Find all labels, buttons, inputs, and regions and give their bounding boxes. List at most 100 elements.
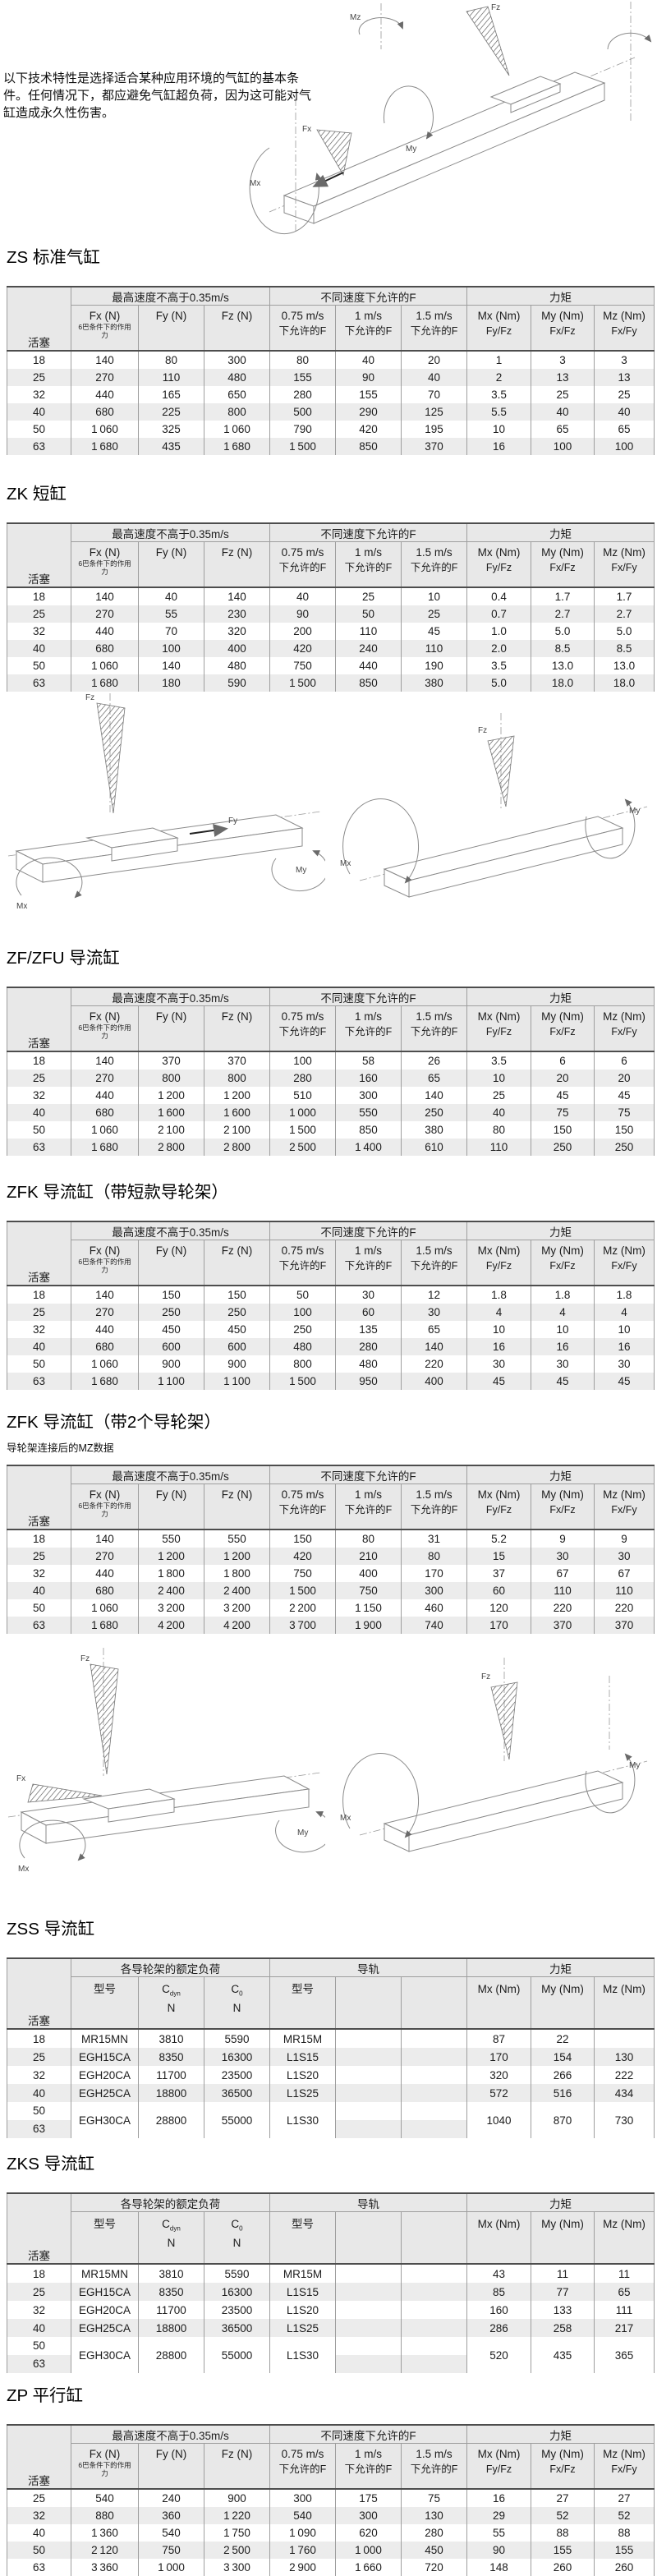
value-cell: 380: [400, 674, 467, 692]
value-cell: 43: [466, 2264, 531, 2283]
col-header-speed-075: 0.75 m/s 下允许的F: [269, 2443, 336, 2490]
value-cell: 220: [531, 1599, 595, 1617]
col-header-mx: Mx (Nm): [466, 1976, 531, 2030]
value-cell: 370: [204, 1051, 270, 1070]
col-header-fy: Fy (N): [138, 541, 204, 588]
value-cell: 5.0: [531, 623, 595, 640]
value-cell: 100: [531, 438, 595, 455]
col-header-mx: Mx (Nm) Fy/Fz: [466, 305, 531, 352]
value-cell: 11: [531, 2264, 595, 2283]
value-cell: 58: [335, 1051, 402, 1070]
piston-size-cell: 63: [7, 1373, 71, 1390]
col-header-my: My (Nm) Fx/Fz: [531, 1484, 595, 1530]
value-cell: 75: [531, 1104, 595, 1121]
value-cell: 150: [269, 1530, 336, 1548]
value-cell: 165: [138, 386, 204, 403]
value-cell: 1 680: [204, 438, 270, 455]
value-cell: 750: [138, 2542, 204, 2559]
value-cell: 520: [466, 2337, 531, 2373]
value-cell: 2.7: [531, 605, 595, 623]
value-cell: 3810: [138, 2264, 204, 2283]
section-zs: ZS 标准气缸 活塞 最高速度不高于0.35m/s 不同速度下允许的F 力矩 F…: [7, 243, 655, 455]
value-cell: 2: [466, 369, 531, 386]
value-cell: 140: [71, 587, 139, 605]
value-cell: 155: [269, 369, 336, 386]
force-spec-table: 活塞 最高速度不高于0.35m/s 不同速度下允许的F 力矩 Fx (N) 6巴…: [7, 1465, 655, 1634]
value-cell: 30: [466, 1355, 531, 1373]
mx-label: Mx: [340, 859, 351, 868]
col-header-my: My (Nm) Fx/Fz: [531, 541, 595, 588]
col-header-fx: Fx (N) 6巴条件下的作用力: [71, 1005, 139, 1052]
value-cell: 2.7: [594, 605, 655, 623]
piston-size-cell: 63: [7, 1617, 71, 1634]
value-cell: 680: [71, 640, 139, 657]
value-cell: 680: [71, 1104, 139, 1121]
section-note: 导轮架连接后的MZ数据: [7, 1442, 114, 1454]
value-cell: 110: [400, 640, 467, 657]
piston-size-cell: 40: [7, 2319, 71, 2337]
value-cell: 222: [594, 2066, 655, 2084]
value-cell: 30: [531, 1355, 595, 1373]
value-cell: [401, 2337, 467, 2373]
fz-label: Fz: [481, 1672, 490, 1681]
piston-size-cell: 32: [7, 1321, 71, 1338]
value-cell: 10: [594, 1321, 655, 1338]
group-header-allowed-f: 不同速度下允许的F: [269, 2425, 467, 2444]
value-cell: 20: [594, 1070, 655, 1087]
value-cell: 480: [335, 1355, 402, 1373]
value-cell: 480: [269, 1338, 336, 1355]
value-cell: L1S15: [269, 2048, 336, 2066]
value-cell: 680: [71, 403, 139, 421]
value-cell: MR15M: [269, 2264, 336, 2283]
value-cell: 11700: [138, 2301, 204, 2319]
col-header-mz: Mz (Nm) Fx/Fy: [594, 305, 655, 352]
value-cell: 2 200: [269, 1599, 336, 1617]
col-header-fx: Fx (N) 6巴条件下的作用力: [71, 1240, 139, 1286]
value-cell: 8.5: [531, 640, 595, 657]
mz-label: Mz: [350, 13, 361, 22]
value-cell: 55000: [203, 2337, 270, 2373]
value-cell: [335, 2283, 402, 2301]
force-spec-table: 活塞 最高速度不高于0.35m/s 不同速度下允许的F 力矩 Fx (N) 6巴…: [7, 2424, 655, 2576]
value-cell: 13: [594, 369, 655, 386]
value-cell: 1 090: [269, 2524, 336, 2542]
value-cell: 5.0: [594, 623, 655, 640]
value-cell: 1 060: [71, 1599, 139, 1617]
value-cell: 52: [531, 2507, 595, 2524]
value-cell: 2 500: [204, 2542, 270, 2559]
value-cell: [401, 2048, 467, 2066]
col-header-piston: 活塞: [7, 987, 71, 1052]
value-cell: 170: [400, 1565, 467, 1582]
value-cell: 250: [400, 1104, 467, 1121]
value-cell: 250: [204, 1304, 270, 1321]
value-cell: 1 060: [71, 421, 139, 438]
value-cell: 135: [335, 1321, 402, 1338]
value-cell: 1.0: [466, 623, 531, 640]
value-cell: 550: [204, 1530, 270, 1548]
value-cell: 8.5: [594, 640, 655, 657]
col-header-carriage-model: 型号: [71, 2211, 139, 2265]
value-cell: 435: [531, 2337, 595, 2373]
value-cell: 4: [466, 1304, 531, 1321]
piston-size-cell: 18: [7, 1051, 71, 1070]
value-cell: 3.5: [466, 1051, 531, 1070]
value-cell: 280: [269, 386, 336, 403]
value-cell: 1 660: [335, 2559, 402, 2576]
value-cell: 300: [204, 351, 270, 369]
value-cell: 4: [594, 1304, 655, 1321]
col-header-fx: Fx (N) 6巴条件下的作用力: [71, 541, 139, 588]
value-cell: 8350: [138, 2283, 204, 2301]
col-header-speed-1: 1 m/s 下允许的F: [335, 305, 402, 352]
value-cell: [401, 2066, 467, 2084]
value-cell: 1 760: [269, 2542, 336, 2559]
section-title: ZF/ZFU 导流缸: [7, 949, 120, 968]
value-cell: 550: [138, 1530, 204, 1548]
col-header-mx: Mx (Nm) Fy/Fz: [466, 1005, 531, 1052]
value-cell: 250: [269, 1321, 336, 1338]
col-header-blank-1: [335, 2211, 402, 2265]
piston-size-cell: 25: [7, 605, 71, 623]
col-header-fz: Fz (N): [204, 1240, 270, 1286]
col-header-mz: Mz (Nm) Fx/Fy: [594, 1005, 655, 1052]
cylinder-iso-drawing-right-1: Fz Mx My: [340, 713, 648, 898]
value-cell: EGH15CA: [71, 2048, 139, 2066]
